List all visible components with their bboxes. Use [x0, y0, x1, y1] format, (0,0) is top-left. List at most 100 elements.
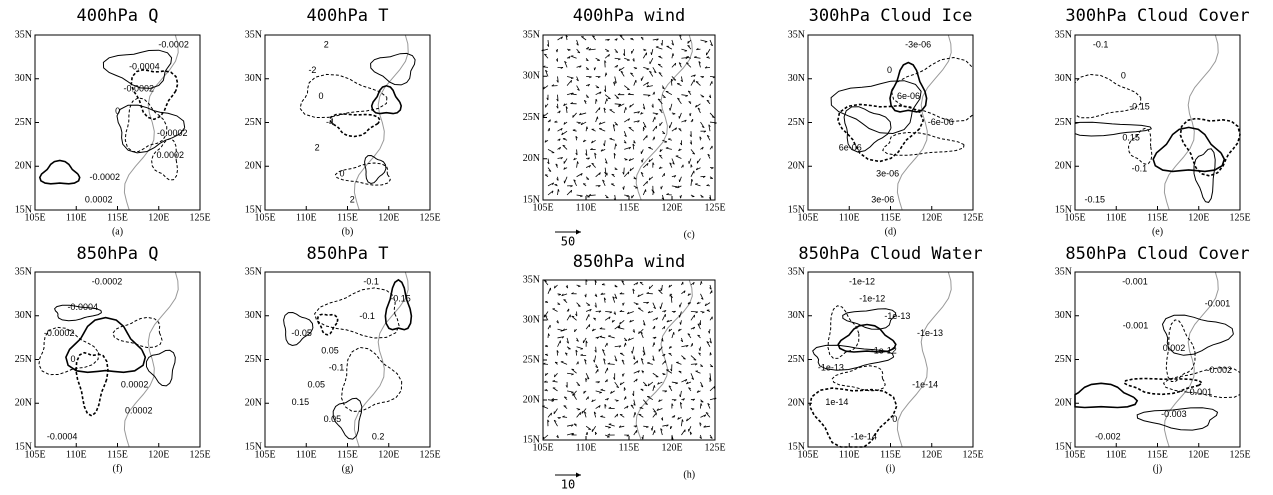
arrow-head [560, 67, 564, 69]
contour-label: 2 [324, 39, 329, 49]
arrow-head [688, 90, 691, 93]
arrow-head [692, 152, 695, 155]
arrow-head [613, 152, 616, 156]
arrow-head [656, 38, 659, 41]
arrow-head [616, 386, 619, 389]
wind-vector [704, 302, 711, 307]
arrow-head [638, 331, 640, 334]
arrow-head [659, 108, 662, 111]
contour-label: 0.0002 [125, 406, 153, 416]
wind-vector [671, 127, 677, 132]
arrow-head [653, 306, 656, 310]
arrow-head [669, 162, 672, 165]
wind-vector [671, 185, 678, 188]
arrow-head [662, 132, 666, 135]
arrow-head [606, 379, 608, 383]
arrow-head [647, 361, 650, 364]
wind-vector [655, 46, 663, 50]
arrow-head [701, 311, 705, 314]
arrow-head [596, 336, 600, 340]
wind-vector [614, 324, 621, 330]
wind-vector [552, 380, 558, 383]
arrow-head [572, 393, 576, 396]
wind-vector [707, 403, 711, 409]
wind-vector [669, 162, 673, 168]
arrow-head [586, 178, 589, 180]
x-tick-label: 115E [880, 449, 901, 460]
x-tick-label: 115E [337, 212, 358, 223]
wind-vector [576, 194, 583, 197]
wind-vector [553, 419, 558, 427]
wind-vector [543, 85, 549, 90]
x-tick-label: 105E [532, 202, 553, 213]
arrow-head [556, 350, 559, 353]
arrow-head [655, 113, 659, 115]
contour-label: -0.002 [1207, 365, 1233, 375]
arrow-head [573, 179, 576, 182]
wind-vector [557, 127, 563, 132]
wind-vector [649, 58, 654, 65]
wind-vector [677, 97, 682, 105]
arrow-head [570, 102, 573, 104]
contour-label: -1e-14 [851, 431, 877, 441]
panel-title: 850hPa Cloud Cover [1065, 244, 1249, 264]
arrow-head [578, 122, 581, 124]
arrow-head [615, 38, 618, 41]
arrow-head [608, 335, 611, 337]
x-tick-label: 110E [66, 449, 87, 460]
contour-label: -0.001 [1187, 387, 1213, 397]
coastline [635, 34, 693, 201]
wind-vector [656, 408, 663, 411]
arrow-head [611, 173, 615, 176]
y-tick-label: 30N [523, 314, 540, 325]
map-panel: 850hPa wind 10 105E 110E 115E 120E 125E 15N 20N 2… [523, 252, 726, 492]
arrow-head [617, 58, 621, 61]
contour-label: -1e-12 [849, 276, 875, 286]
wind-vector [652, 412, 657, 418]
arrow-head [624, 134, 627, 137]
panel-letter: (d) [885, 226, 897, 237]
arrow-head [587, 157, 590, 160]
contour-label: -4 [326, 117, 334, 127]
wind-vector [576, 85, 580, 91]
wind-vector [643, 381, 648, 387]
panel-letter: (i) [886, 463, 895, 474]
wind-vector [561, 130, 568, 136]
arrow-head [542, 86, 545, 90]
wind-vector [671, 62, 677, 68]
arrow-head [570, 77, 574, 80]
wind-vector [553, 408, 558, 415]
panel-letter: (e) [1152, 226, 1163, 237]
wind-vector [552, 308, 558, 312]
arrow-head [627, 311, 630, 315]
arrow-head [620, 70, 624, 73]
x-tick-label: 120E [1188, 449, 1209, 460]
arrow-head [555, 59, 558, 62]
contour-label: 0.05 [307, 380, 325, 390]
contour-label: -1e-13 [884, 311, 910, 321]
arrow-head [600, 388, 604, 391]
arrow-head [650, 428, 653, 431]
arrow-head [708, 330, 710, 334]
y-tick-label: 35N [245, 29, 262, 40]
wind-vector [547, 190, 554, 196]
wind-vector [566, 432, 574, 436]
map-panel: 400hPa wind 50 105E 110E 115E 120E 125E 15N 20N 2… [523, 6, 726, 249]
y-tick-label: 20N [788, 398, 805, 409]
wind-vector [700, 414, 707, 418]
contour-label: 0 [115, 106, 120, 116]
contour-line [1165, 319, 1196, 383]
arrow-head [706, 99, 710, 102]
contour-label: -1e-12 [859, 294, 885, 304]
wind-vector [557, 76, 559, 83]
panel-title: 300hPa Cloud Cover [1065, 6, 1249, 26]
arrow-head [629, 319, 632, 323]
wind-vector [604, 140, 606, 147]
arrow-head [544, 314, 548, 317]
arrow-head [700, 281, 703, 284]
arrow-head [636, 282, 639, 285]
arrow-head [664, 390, 668, 393]
arrow-head [630, 72, 633, 75]
x-tick-label: 115E [1147, 212, 1168, 223]
wind-vector [709, 385, 716, 392]
